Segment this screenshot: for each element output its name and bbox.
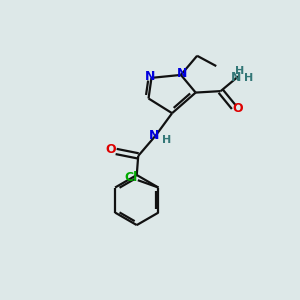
Text: H: H (235, 66, 244, 76)
Text: H: H (244, 73, 253, 83)
Text: N: N (145, 70, 155, 83)
Text: N: N (231, 71, 241, 84)
Text: N: N (177, 67, 188, 80)
Text: N: N (149, 129, 160, 142)
Text: O: O (232, 102, 243, 115)
Text: H: H (162, 135, 171, 145)
Text: O: O (106, 143, 116, 157)
Text: Cl: Cl (125, 171, 138, 184)
